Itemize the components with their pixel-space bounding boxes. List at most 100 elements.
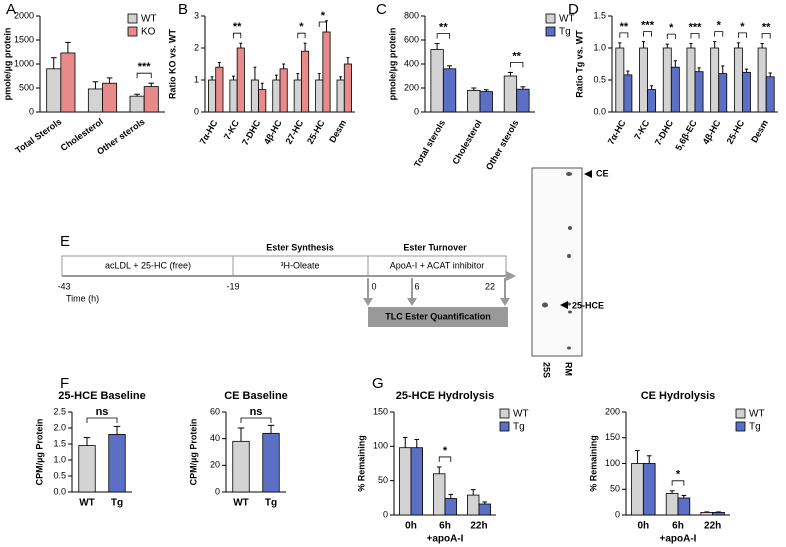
time-label: Time (h) [66, 293, 99, 303]
bar [516, 88, 530, 113]
time-tick: 22 [485, 281, 495, 291]
sample-arrows [367, 278, 506, 300]
legend-swatch [545, 26, 556, 37]
bar [478, 503, 491, 516]
sig-bracket [233, 32, 242, 39]
bar [742, 71, 751, 113]
x-tick-label: 25-HC [725, 118, 747, 146]
bar [467, 90, 481, 113]
legend-label: Tg [749, 422, 761, 433]
sig-bracket [671, 480, 685, 486]
band-label: CE [596, 168, 609, 178]
sig-label: ** [233, 21, 242, 33]
sig-label: ** [512, 50, 521, 62]
y-tick-label: 1.0 [593, 42, 606, 52]
x-tick-label: 7-DHC [240, 118, 263, 147]
bar [757, 47, 767, 113]
panel-label: C [376, 1, 387, 18]
y-tick-label: 600 [404, 34, 419, 44]
bar [670, 66, 680, 113]
bar [229, 79, 238, 113]
bar [718, 73, 728, 113]
arrow-head [506, 271, 516, 281]
legend-label: WT [559, 14, 575, 25]
sig-bracket [737, 32, 747, 38]
bar [662, 47, 672, 113]
x-tick-label: Tg [265, 498, 277, 509]
y-tick-label: 50 [378, 475, 388, 485]
y-tick-label: 1.0 [53, 454, 66, 464]
y-tick-label: 200 [605, 406, 620, 416]
y-tick-label: 0 [414, 106, 419, 116]
x-tick-label: 7α-HC [198, 118, 220, 146]
y-tick-label: 100 [373, 441, 388, 451]
bar [336, 79, 345, 113]
bar [410, 447, 423, 516]
bar [262, 432, 280, 493]
y-axis-label: pmole/µg protein [387, 28, 397, 101]
sig-label: *** [689, 21, 703, 33]
bar [710, 47, 720, 113]
y-tick-label: 1500 [14, 34, 34, 44]
sig-label: ** [439, 22, 448, 34]
bar [467, 494, 480, 516]
x-tick-label: 7-KC [222, 118, 241, 142]
sig-bracket [436, 33, 450, 39]
y-tick-label: 0 [194, 106, 199, 116]
bar [642, 463, 656, 516]
bar [232, 440, 250, 493]
panel-label: E [60, 233, 70, 250]
y-axis-label: CPM/µg Protein [188, 419, 198, 486]
y-tick-label: 0.0 [53, 486, 66, 496]
bar [665, 492, 679, 516]
y-axis-label: % Remaining [356, 435, 366, 492]
x-tick-label: WT [79, 498, 95, 509]
x-tick-label: 22h [470, 521, 487, 532]
y-tick-label: 60 [210, 406, 220, 416]
y-tick-label: 1.5 [593, 10, 606, 20]
sig-label: * [676, 469, 681, 481]
panel-label: D [568, 1, 579, 18]
y-tick-label: 40 [210, 433, 220, 443]
bar [236, 47, 245, 113]
legend-label: Tg [513, 422, 525, 433]
y-tick-label: 0.5 [53, 470, 66, 480]
y-axis-label: Ratio KO vs. WT [167, 29, 177, 100]
lane-label: RM [564, 362, 574, 376]
legend-label: WT [513, 409, 529, 420]
sig-bracket [318, 21, 327, 27]
x-tick-label: Total Sterols [14, 116, 64, 155]
bar [87, 88, 103, 113]
y-tick-label: 400 [404, 58, 419, 68]
panel-label: G [372, 375, 384, 392]
sig-bracket [714, 31, 724, 37]
y-axis-label: % Remaining [588, 435, 598, 492]
time-tick: 6 [414, 281, 419, 291]
y-tick-label: 2000 [14, 10, 34, 20]
legend-swatch [499, 421, 510, 432]
sig-label: * [299, 21, 304, 33]
y-axis-label: pmole/µg protein [2, 28, 12, 101]
tlc-box [368, 307, 508, 327]
x-tick-label: 27-HC [284, 118, 306, 146]
spots [542, 172, 572, 350]
sig-label: *** [641, 20, 655, 32]
bar [430, 49, 444, 113]
x-tick-label: Other sterols [484, 118, 521, 172]
phase-label: acLDL + 25-HC (free) [105, 260, 191, 270]
legend-swatch [127, 26, 138, 37]
bar [208, 79, 217, 113]
bar [258, 89, 267, 113]
bar [46, 68, 62, 113]
x-tick-label: Cholesterol [450, 118, 483, 166]
bar [78, 445, 96, 493]
timeline: Ester Synthesis Ester Turnover acLDL + 2… [57, 242, 516, 327]
sig-label: ** [762, 21, 771, 33]
y-tick-label: 0 [29, 106, 34, 116]
bar [442, 68, 457, 113]
y-tick-label: 800 [404, 10, 419, 20]
y-tick-label: 0 [215, 486, 220, 496]
sig-bracket [86, 417, 118, 423]
bar [623, 74, 633, 113]
